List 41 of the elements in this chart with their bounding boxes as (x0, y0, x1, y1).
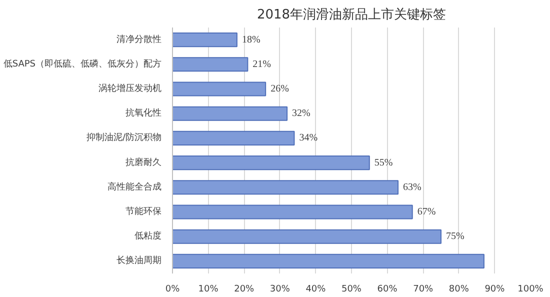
y-tick-label: 涡轮增压发动机 (98, 83, 162, 94)
data-label: 75% (446, 231, 464, 242)
y-tick-label: 低粘度 (134, 230, 162, 242)
x-tick-label: 30% (270, 284, 290, 294)
bar (172, 106, 288, 121)
bar (172, 254, 484, 268)
bar (172, 32, 238, 48)
data-label: 63% (403, 182, 422, 193)
x-tick-label: 60% (377, 284, 398, 294)
y-tick-label: 抗氧化性 (126, 108, 162, 119)
data-label: 34% (299, 132, 318, 144)
bar (172, 229, 442, 244)
x-tick-label: 0% (165, 284, 180, 294)
x-tick-label: 40% (306, 284, 326, 294)
y-tick-label: 长换油周期 (116, 255, 162, 266)
y-tick-label: 低SAPS（即低硫、低磷、低灰分）配方 (3, 58, 162, 70)
data-label: 55% (374, 157, 393, 168)
y-tick-label: 高性能全合成 (108, 181, 162, 192)
y-tick-label: 抑制油泥/防沉积物 (86, 132, 162, 144)
bar (172, 57, 248, 72)
bar (172, 82, 266, 96)
x-tick-label: 50% (342, 284, 362, 294)
chart-title: 2018年润滑油新品上市关键标签 (256, 8, 446, 22)
bar (172, 180, 399, 195)
data-label: 21% (252, 58, 272, 70)
x-tick-label: 70% (413, 284, 434, 294)
x-tick-label: 10% (198, 284, 219, 294)
y-tick-label: 节能环保 (126, 206, 162, 217)
bar (172, 156, 370, 170)
y-tick-label: 清净分散性 (116, 34, 162, 45)
y-tick-label: 抗磨耐久 (126, 156, 162, 168)
bar (172, 130, 295, 146)
bar (172, 204, 413, 220)
x-tick-label: 20% (234, 284, 255, 294)
x-tick-label: 90% (484, 284, 506, 294)
x-tick-label: 80% (448, 284, 470, 294)
data-label: 18% (242, 34, 260, 46)
data-label: 32% (292, 108, 310, 120)
data-label: 26% (270, 84, 289, 94)
x-tick-label: 100% (518, 284, 544, 294)
data-label: 67% (417, 206, 436, 218)
